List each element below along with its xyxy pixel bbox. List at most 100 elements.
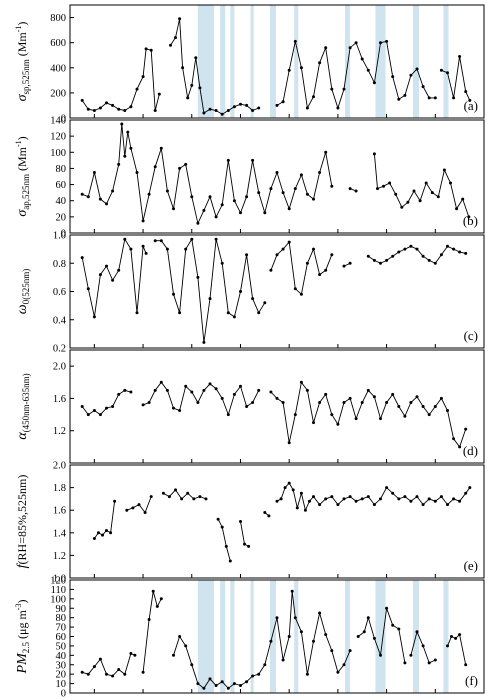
data-point-c <box>452 247 456 251</box>
data-point-e <box>180 497 184 501</box>
data-point-a <box>178 17 182 21</box>
data-point-f <box>379 653 382 657</box>
data-point-d <box>123 388 127 392</box>
data-point-c <box>184 247 188 251</box>
data-point-f <box>450 635 453 638</box>
data-point-d <box>196 401 200 404</box>
data-point-c <box>281 247 285 251</box>
data-point-b <box>165 189 169 193</box>
data-point-f <box>362 630 366 634</box>
data-point-e <box>354 499 358 503</box>
data-point-e <box>216 517 220 521</box>
plot-frame <box>69 119 485 234</box>
data-point-d <box>208 382 212 386</box>
highlight-band <box>230 580 235 693</box>
data-point-c <box>117 268 121 272</box>
data-point-d <box>409 401 413 404</box>
data-point-c <box>293 287 297 291</box>
data-point-b <box>202 208 206 212</box>
data-point-c <box>129 247 133 251</box>
data-point-b <box>293 187 297 191</box>
y-tick-label: 0 <box>61 689 66 700</box>
data-point-f <box>123 672 127 676</box>
data-point-c <box>385 258 389 262</box>
y-tick-label: 120 <box>50 576 66 587</box>
highlight-band <box>344 580 351 693</box>
data-point-f <box>159 597 163 601</box>
data-point-c <box>464 251 468 255</box>
data-point-a <box>403 93 407 97</box>
data-point-e <box>348 495 352 499</box>
data-point-c <box>318 273 322 277</box>
data-point-d <box>86 413 90 417</box>
data-point-c <box>330 253 334 257</box>
data-point-f <box>220 680 224 684</box>
data-point-f <box>421 644 425 648</box>
data-point-a <box>111 103 115 107</box>
data-point-c <box>202 340 206 344</box>
data-point-a <box>366 68 370 72</box>
data-point-a <box>123 109 127 112</box>
data-point-d <box>147 401 151 404</box>
data-point-d <box>336 422 340 426</box>
data-point-c <box>397 250 401 254</box>
data-point-b <box>388 181 392 185</box>
series-line-b <box>373 153 470 218</box>
data-point-a <box>80 98 84 102</box>
y-tick-label: 80 <box>56 613 67 624</box>
data-point-f <box>342 663 346 667</box>
data-point-a <box>214 109 218 112</box>
data-point-b <box>92 171 96 174</box>
data-point-a <box>141 75 145 79</box>
panel-d: 1.2 1.6 2.0 α(450nm-635nm) (d) <box>15 349 485 464</box>
data-point-c <box>433 261 437 265</box>
y-tick-label: 600 <box>50 38 66 49</box>
data-point-f <box>415 630 419 634</box>
plot-frame <box>69 234 485 349</box>
data-point-d <box>281 401 285 404</box>
series-line-d <box>142 381 260 417</box>
data-point-f <box>336 670 340 674</box>
data-point-f <box>111 674 115 678</box>
data-point-e <box>303 508 307 512</box>
data-point-d <box>348 396 352 400</box>
data-point-d <box>299 380 303 384</box>
data-point-f <box>178 635 182 638</box>
data-point-b <box>214 215 218 219</box>
data-point-b <box>406 200 410 204</box>
data-point-a <box>318 61 322 65</box>
data-point-c <box>86 287 90 291</box>
data-point-e <box>239 520 242 523</box>
data-point-d <box>141 403 145 407</box>
data-point-b <box>226 158 230 162</box>
highlight-band <box>220 580 226 693</box>
data-point-e <box>415 495 419 499</box>
data-point-b <box>120 122 124 126</box>
data-point-c <box>214 237 218 241</box>
panel-label-b: (b) <box>463 213 478 228</box>
data-point-e <box>198 495 202 499</box>
data-point-e <box>220 525 224 529</box>
y-tick-label: 0.8 <box>53 259 66 270</box>
data-point-a <box>220 112 224 116</box>
data-point-c <box>348 261 352 265</box>
data-point-c <box>275 253 279 257</box>
data-point-f <box>356 635 360 638</box>
data-point-b <box>141 219 145 223</box>
data-point-f <box>80 670 84 674</box>
y-tick-label: 0.4 <box>53 315 67 326</box>
data-point-b <box>178 166 182 170</box>
data-point-d <box>232 392 236 396</box>
data-point-b <box>123 154 127 158</box>
y-tick-label: 120 <box>50 132 66 143</box>
data-point-a <box>397 97 401 101</box>
y-tick-label: 20 <box>56 670 67 681</box>
data-point-f <box>129 652 133 655</box>
data-point-d <box>220 396 224 400</box>
y-axis-label-c: ω0(525nm) <box>15 269 31 314</box>
data-point-f <box>281 658 285 662</box>
plot-frame <box>69 579 485 694</box>
plot-frame <box>69 464 485 579</box>
data-point-d <box>153 388 157 392</box>
data-point-f <box>454 636 458 640</box>
